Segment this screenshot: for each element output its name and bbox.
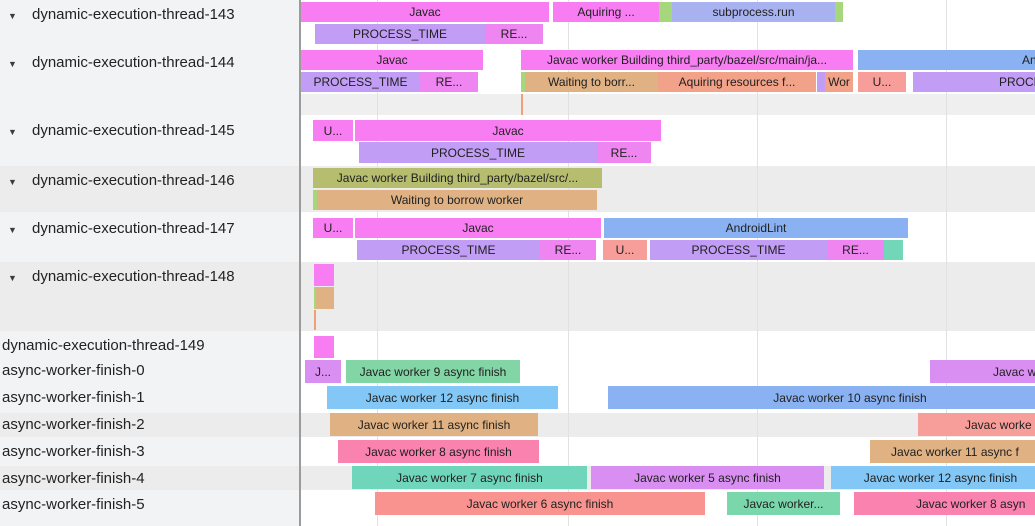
timeline-bar[interactable]: RE... — [485, 24, 543, 44]
timeline-bar[interactable]: Javac — [301, 50, 483, 70]
timeline-bar[interactable] — [314, 310, 316, 330]
timeline-bar[interactable]: PROCESS_TIME — [315, 24, 485, 44]
track-row-async-worker-finish-4[interactable]: async-worker-finish-4 — [0, 469, 298, 489]
track-background-band — [0, 262, 1035, 331]
collapse-arrow-icon[interactable]: ▼ — [8, 225, 17, 235]
timeline-bar[interactable]: U... — [313, 218, 353, 238]
track-label: dynamic-execution-thread-144 — [32, 54, 235, 71]
track-label: dynamic-execution-thread-143 — [32, 6, 235, 23]
track-label: dynamic-execution-thread-145 — [32, 122, 235, 139]
time-gridline — [568, 0, 569, 526]
timeline-bar[interactable]: RE... — [540, 240, 596, 260]
timeline-bar[interactable]: Waiting to borr... — [525, 72, 658, 92]
track-label: async-worker-finish-4 — [2, 470, 145, 487]
timeline-bar[interactable]: Javac — [301, 2, 549, 22]
timeline-bar[interactable]: RE... — [597, 142, 651, 163]
time-gridline — [946, 0, 947, 526]
collapse-arrow-icon[interactable]: ▼ — [8, 273, 17, 283]
timeline-bar[interactable]: PROCE — [913, 72, 1035, 92]
timeline-bar[interactable]: Wor — [825, 72, 853, 92]
timeline-bar[interactable]: Javac worker 10 async finish — [608, 386, 1035, 409]
timeline-bar[interactable]: Javac worker 8 asyn — [854, 492, 1035, 515]
timeline-bar[interactable]: RE... — [420, 72, 478, 92]
timeline-bar[interactable]: Javac worker 12 async finish — [327, 386, 558, 409]
track-row-dynamic-execution-thread-143[interactable]: ▼ dynamic-execution-thread-143 — [0, 5, 298, 25]
timeline-bar[interactable]: PROCESS_TIME — [650, 240, 827, 260]
track-row-dynamic-execution-thread-148[interactable]: ▼ dynamic-execution-thread-148 — [0, 267, 298, 287]
timeline-bar[interactable]: Javac worker 6 async finish — [375, 492, 705, 515]
collapse-arrow-icon[interactable]: ▼ — [8, 127, 17, 137]
timeline-bar[interactable] — [659, 2, 672, 22]
timeline-bar[interactable]: Javac worker Building third_party/bazel/… — [521, 50, 853, 70]
track-label: async-worker-finish-5 — [2, 496, 145, 513]
timeline-bar[interactable]: Javac worke — [918, 413, 1035, 436]
track-row-async-worker-finish-2[interactable]: async-worker-finish-2 — [0, 415, 298, 435]
track-label: async-worker-finish-3 — [2, 443, 145, 460]
timeline-bar[interactable]: Javac worker 12 async finish — [831, 466, 1035, 489]
track-row-async-worker-finish-1[interactable]: async-worker-finish-1 — [0, 388, 298, 408]
timeline-bar[interactable]: AndroidLint — [604, 218, 908, 238]
panel-separator[interactable] — [299, 0, 301, 526]
timeline-bar[interactable]: Javac worker 5 async finish — [591, 466, 824, 489]
timeline-bar[interactable] — [817, 72, 825, 92]
track-row-dynamic-execution-thread-144[interactable]: ▼ dynamic-execution-thread-144 — [0, 53, 298, 73]
timeline-bar[interactable]: Javac worker 11 async f — [870, 440, 1035, 463]
timeline-bar[interactable]: Javac worker Building third_party/bazel/… — [313, 168, 602, 188]
timeline-bar[interactable]: PROCESS_TIME — [359, 142, 597, 163]
track-label: dynamic-execution-thread-146 — [32, 172, 235, 189]
track-row-async-worker-finish-3[interactable]: async-worker-finish-3 — [0, 442, 298, 462]
timeline-bar[interactable] — [313, 190, 317, 210]
timeline-bar[interactable]: PROCESS_TIME — [301, 72, 420, 92]
track-row-async-worker-finish-0[interactable]: async-worker-finish-0 — [0, 361, 298, 381]
timeline-bar[interactable]: Javac — [355, 218, 601, 238]
track-row-dynamic-execution-thread-145[interactable]: ▼ dynamic-execution-thread-145 — [0, 121, 298, 141]
timeline-bar[interactable]: subprocess.run — [672, 2, 835, 22]
track-label: dynamic-execution-thread-147 — [32, 220, 235, 237]
timeline-bar[interactable]: Javac worker 9 async finish — [346, 360, 520, 383]
timeline-bar[interactable]: Waiting to borrow worker — [317, 190, 597, 210]
timeline-bar[interactable]: Aquiring ... — [553, 2, 659, 22]
track-row-dynamic-execution-thread-146[interactable]: ▼ dynamic-execution-thread-146 — [0, 171, 298, 191]
timeline-bar[interactable] — [521, 94, 523, 115]
timeline-bar[interactable]: Javac worker 8 async finish — [338, 440, 539, 463]
timeline-bar[interactable] — [521, 72, 525, 92]
track-label: async-worker-finish-0 — [2, 362, 145, 379]
track-label: dynamic-execution-thread-148 — [32, 268, 235, 285]
track-row-dynamic-execution-thread-147[interactable]: ▼ dynamic-execution-thread-147 — [0, 219, 298, 239]
timeline-bar[interactable]: J... — [305, 360, 341, 383]
timeline-bar[interactable]: Javac worker 7 async finish — [352, 466, 587, 489]
timeline-bar[interactable]: An — [858, 50, 1035, 70]
timeline-bar[interactable]: Aquiring resources f... — [658, 72, 816, 92]
timeline-bar[interactable]: Javac worker 11 async finish — [330, 413, 538, 436]
timeline-bar[interactable] — [314, 336, 334, 358]
collapse-arrow-icon[interactable]: ▼ — [8, 59, 17, 69]
track-row-async-worker-finish-5[interactable]: async-worker-finish-5 — [0, 495, 298, 515]
timeline-bar[interactable]: Javac w — [930, 360, 1035, 383]
track-label: dynamic-execution-thread-149 — [2, 337, 205, 354]
time-gridline — [757, 0, 758, 526]
timeline-bar[interactable]: PROCESS_TIME — [357, 240, 540, 260]
collapse-arrow-icon[interactable]: ▼ — [8, 11, 17, 21]
timeline-bar[interactable] — [316, 287, 334, 309]
collapse-arrow-icon[interactable]: ▼ — [8, 177, 17, 187]
timeline-bar[interactable]: Javac — [355, 120, 661, 141]
track-label: async-worker-finish-1 — [2, 389, 145, 406]
time-gridline — [377, 0, 378, 526]
timeline-bar[interactable] — [314, 287, 316, 309]
track-row-dynamic-execution-thread-149[interactable]: dynamic-execution-thread-149 — [0, 336, 298, 356]
timeline-bar[interactable]: U... — [858, 72, 906, 92]
timeline-bar[interactable]: U... — [603, 240, 647, 260]
timeline-bar[interactable] — [314, 264, 334, 286]
timeline-bar[interactable]: Javac worker... — [727, 492, 840, 515]
track-background-band — [301, 94, 1035, 115]
timeline-bar[interactable] — [835, 2, 843, 22]
timeline-bar[interactable]: U... — [313, 120, 353, 141]
timeline-bar[interactable]: RE... — [827, 240, 884, 260]
track-label: async-worker-finish-2 — [2, 416, 145, 433]
timeline-bar[interactable] — [884, 240, 903, 260]
